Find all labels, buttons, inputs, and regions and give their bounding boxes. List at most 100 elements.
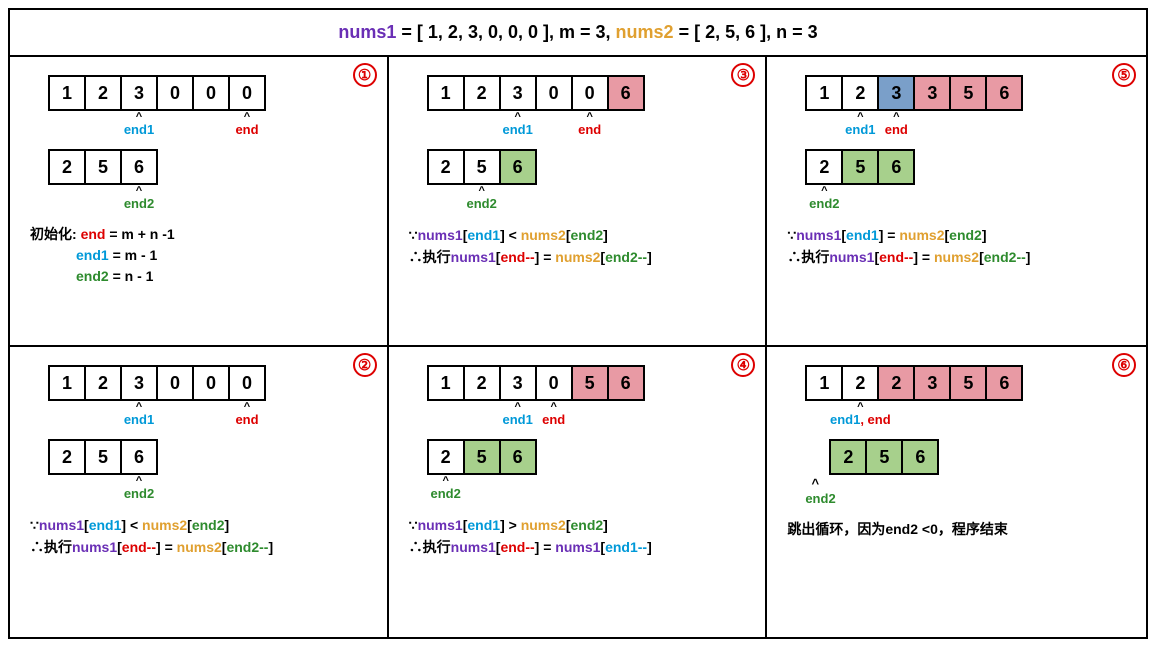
pointer-combo: ^end1, end — [825, 401, 895, 427]
pointer-end1: ^end1 — [841, 111, 879, 137]
pointer-end1: ^end1 — [499, 401, 537, 427]
nums1-array: 123000^end1^end — [48, 75, 367, 137]
step-panel: ②123000^end1^end256^end2∵nums1[end1] < n… — [10, 347, 389, 637]
array-cell: 6 — [120, 149, 158, 185]
step-panel: ③123006^end1^end256^end2∵nums1[end1] < n… — [389, 57, 768, 347]
step-description: 跳出循环，因为end2 <0，程序结束 — [787, 518, 1126, 540]
array-cell: 0 — [571, 75, 609, 111]
nums2-array: ^end2256 — [805, 439, 1126, 506]
array-cell: 5 — [463, 439, 501, 475]
step-badge: ⑤ — [1112, 63, 1136, 87]
pointer-end2: ^end2 — [120, 185, 158, 211]
pointer-end1: ^end1 — [120, 111, 158, 137]
step-description: ∵nums1[end1] < nums2[end2]∴执行nums1[end--… — [30, 514, 367, 559]
pointer-end: ^end — [228, 111, 266, 137]
step-panel: ④123056^end1^end256^end2∵nums1[end1] > n… — [389, 347, 768, 637]
nums1-array: 123056 ^end1^end — [427, 365, 746, 427]
pointer-end1: ^end1 — [499, 111, 537, 137]
array-cell: 6 — [985, 365, 1023, 401]
pointer-end: ^end — [571, 111, 609, 137]
array-cell: 6 — [499, 439, 537, 475]
array-cell: 6 — [499, 149, 537, 185]
step-panel: ⑤123356^end1^end256^end2∵nums1[end1] = n… — [767, 57, 1146, 347]
array-cell: 2 — [48, 439, 86, 475]
step-panel: ⑥122356^end1, end^end2256跳出循环，因为end2 <0，… — [767, 347, 1146, 637]
nums2-array: 256^end2 — [427, 149, 746, 211]
array-cell: 2 — [829, 439, 867, 475]
nums1-array: 123006 ^end1 ^end — [427, 75, 746, 137]
array-cell: 3 — [877, 75, 915, 111]
array-cell: 0 — [535, 365, 573, 401]
nums2-array: 256 ^end2 — [427, 439, 746, 501]
array-cell: 2 — [841, 365, 879, 401]
pointer-end2: ^end2 — [463, 185, 501, 211]
nums2-array: 256^end2 — [48, 439, 367, 501]
pointer-end2: ^end2 — [120, 475, 158, 501]
array-cell: 5 — [84, 439, 122, 475]
array-cell: 6 — [120, 439, 158, 475]
array-cell: 6 — [901, 439, 939, 475]
nums2-array: 256^end2 — [48, 149, 367, 211]
array-cell: 0 — [156, 75, 194, 111]
array-cell: 2 — [84, 365, 122, 401]
pointer-end2: ^end2 — [427, 475, 465, 501]
array-cell: 5 — [949, 365, 987, 401]
init-text: 初始化: end = m + n -1end1 = m - 1end2 = n … — [30, 224, 367, 287]
nums1-array: 123356^end1^end — [805, 75, 1126, 137]
array-cell: 2 — [841, 75, 879, 111]
array-cell: 2 — [805, 149, 843, 185]
pointer-end2: ^end2 — [805, 477, 825, 506]
array-cell: 1 — [805, 75, 843, 111]
array-cell: 5 — [463, 149, 501, 185]
step-panel: ①123000^end1^end256^end2初始化: end = m + n… — [10, 57, 389, 347]
array-cell: 0 — [228, 75, 266, 111]
array-cell: 2 — [84, 75, 122, 111]
array-cell: 1 — [427, 75, 465, 111]
step-badge: ⑥ — [1112, 353, 1136, 377]
array-cell: 5 — [84, 149, 122, 185]
nums2-array: 256 ^end2 — [805, 149, 1126, 211]
array-cell: 2 — [463, 75, 501, 111]
pointer-end1: ^end1 — [120, 401, 158, 427]
array-cell: 0 — [228, 365, 266, 401]
array-cell: 3 — [499, 75, 537, 111]
array-cell: 6 — [877, 149, 915, 185]
array-cell: 1 — [48, 75, 86, 111]
pointer-end: ^end — [228, 401, 266, 427]
step-description: ∵nums1[end1] = nums2[end2]∴执行nums1[end--… — [787, 224, 1126, 269]
array-cell: 5 — [949, 75, 987, 111]
array-cell: 2 — [463, 365, 501, 401]
array-cell: 2 — [48, 149, 86, 185]
array-cell: 5 — [571, 365, 609, 401]
array-cell: 6 — [607, 365, 645, 401]
array-cell: 1 — [805, 365, 843, 401]
array-cell: 1 — [48, 365, 86, 401]
step-badge: ① — [353, 63, 377, 87]
pointer-end2: ^end2 — [805, 185, 843, 211]
array-cell: 0 — [156, 365, 194, 401]
array-cell: 1 — [427, 365, 465, 401]
array-cell: 2 — [427, 149, 465, 185]
array-cell: 2 — [877, 365, 915, 401]
array-cell: 6 — [607, 75, 645, 111]
header: nums1 = [ 1, 2, 3, 0, 0, 0 ], m = 3, num… — [10, 10, 1146, 57]
array-cell: 0 — [535, 75, 573, 111]
nums1-array: 123000^end1^end — [48, 365, 367, 427]
array-cell: 0 — [192, 365, 230, 401]
array-cell: 3 — [913, 75, 951, 111]
diagram-container: nums1 = [ 1, 2, 3, 0, 0, 0 ], m = 3, num… — [8, 8, 1148, 639]
step-description: ∵nums1[end1] > nums2[end2]∴执行nums1[end--… — [409, 514, 746, 559]
pointer-end: ^end — [877, 111, 915, 137]
array-cell: 0 — [192, 75, 230, 111]
array-cell: 3 — [120, 75, 158, 111]
array-cell: 3 — [120, 365, 158, 401]
step-badge: ② — [353, 353, 377, 377]
array-cell: 3 — [499, 365, 537, 401]
array-cell: 3 — [913, 365, 951, 401]
step-badge: ④ — [731, 353, 755, 377]
array-cell: 5 — [841, 149, 879, 185]
pointer-end: ^end — [535, 401, 573, 427]
panel-grid: ①123000^end1^end256^end2初始化: end = m + n… — [10, 57, 1146, 637]
array-cell: 2 — [427, 439, 465, 475]
step-description: ∵nums1[end1] < nums2[end2]∴执行nums1[end--… — [409, 224, 746, 269]
